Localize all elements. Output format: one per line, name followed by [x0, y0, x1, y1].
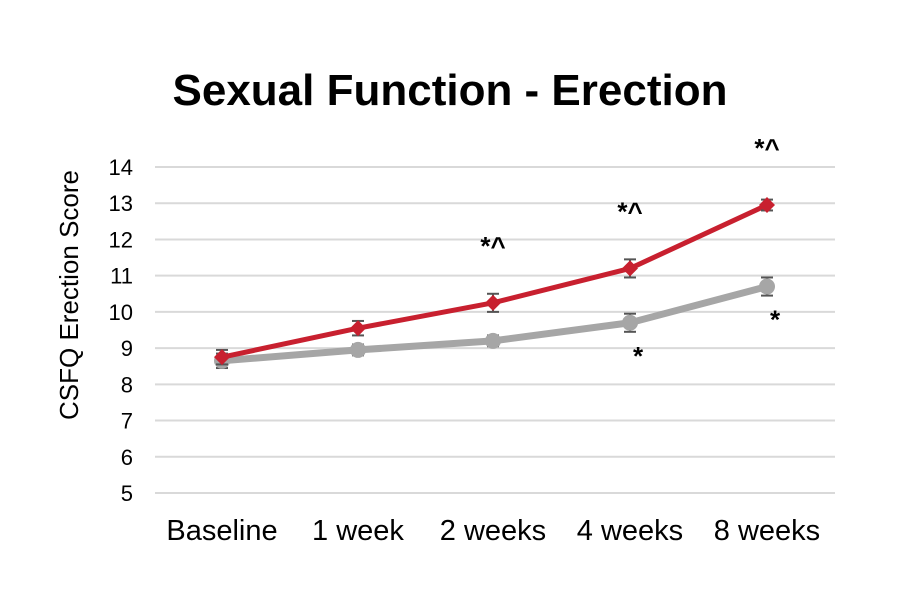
data-point: [350, 320, 366, 337]
y-axis-ticks: 5 6 7 8 9 10 11 12 13 14: [109, 155, 133, 506]
gridlines: [155, 166, 835, 494]
data-point: [350, 341, 366, 358]
series-group: [214, 197, 775, 370]
x-tick-label: Baseline: [166, 515, 277, 547]
annotations: *^ *^ *^ * *: [480, 133, 781, 371]
annotation-label: *^: [754, 133, 779, 163]
data-point: [622, 260, 638, 277]
y-tick-label: 6: [121, 445, 133, 470]
data-point: [485, 332, 501, 349]
x-tick-label: 8 weeks: [714, 515, 820, 547]
data-point: [759, 278, 775, 295]
data-point: [214, 349, 230, 366]
y-tick-label: 8: [121, 372, 133, 397]
x-tick-label: 4 weeks: [577, 515, 683, 547]
y-tick-label: 14: [109, 155, 133, 180]
y-axis-label: CSFQ Erection Score: [54, 170, 84, 420]
x-axis-ticks: Baseline 1 week 2 weeks 4 weeks 8 weeks: [166, 515, 820, 547]
annotation-label: *^: [617, 196, 642, 226]
series-2: [214, 276, 775, 370]
data-point: [622, 314, 638, 331]
y-tick-label: 13: [109, 191, 133, 216]
annotation-label: *: [770, 305, 781, 335]
y-tick-label: 9: [121, 336, 133, 361]
x-tick-label: 2 weeks: [440, 515, 546, 547]
series-1: [214, 197, 775, 366]
chart-title: Sexual Function - Erection: [172, 66, 728, 115]
data-point: [759, 197, 775, 214]
annotation-label: *: [633, 341, 644, 371]
y-tick-label: 10: [109, 300, 133, 325]
y-tick-label: 12: [109, 227, 133, 252]
y-tick-label: 7: [121, 409, 133, 434]
y-tick-label: 11: [110, 264, 133, 289]
annotation-label: *^: [480, 231, 505, 261]
x-tick-label: 1 week: [312, 515, 404, 547]
y-tick-label: 5: [121, 481, 133, 506]
data-point: [485, 294, 501, 311]
